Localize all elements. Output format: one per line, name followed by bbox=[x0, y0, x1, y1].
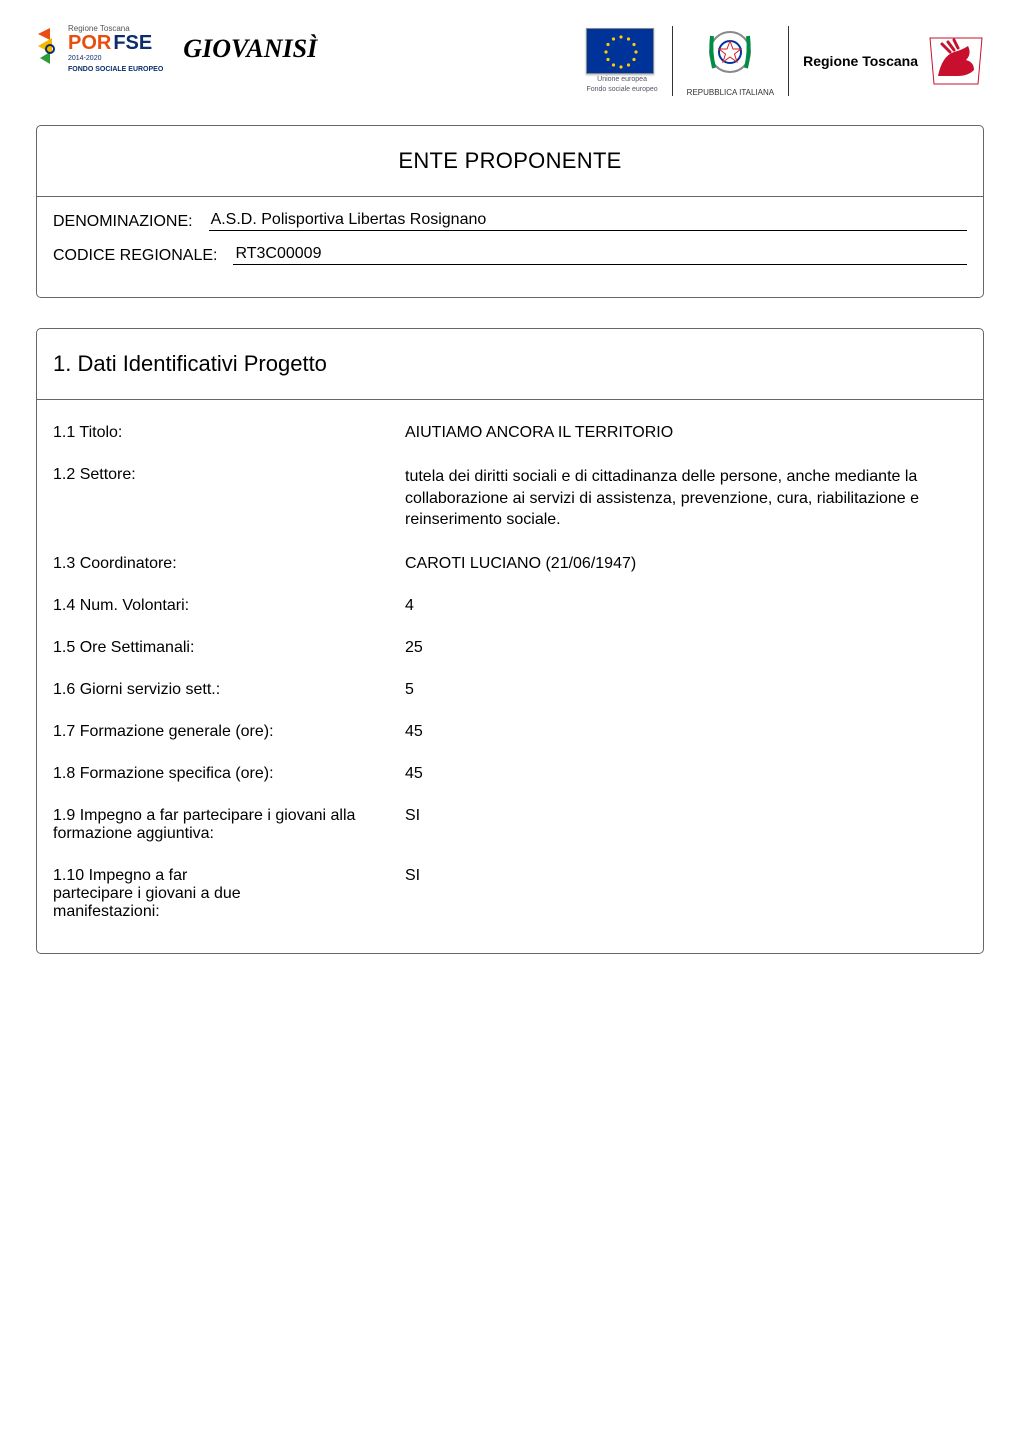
row-giorni-servizio: 1.6 Giorni servizio sett.: 5 bbox=[53, 669, 967, 711]
eu-flag-icon bbox=[586, 28, 654, 74]
logo-divider bbox=[672, 26, 673, 96]
ente-proponente-body: DENOMINAZIONE: A.S.D. Polisportiva Liber… bbox=[37, 197, 983, 297]
field-codice-regionale: CODICE REGIONALE: RT3C00009 bbox=[53, 245, 967, 265]
dati-progetto-body: 1.1 Titolo: AIUTIAMO ANCORA IL TERRITORI… bbox=[37, 400, 983, 953]
label-ore-settimanali: 1.5 Ore Settimanali: bbox=[53, 639, 405, 657]
porfse-fse: FSE bbox=[113, 33, 152, 53]
giovanisi-logo: GIOVANISÌ bbox=[183, 34, 317, 64]
eu-sub1: Unione europea bbox=[586, 76, 657, 84]
label-formazione-specifica: 1.8 Formazione specifica (ore): bbox=[53, 765, 405, 783]
ente-proponente-title: ENTE PROPONENTE bbox=[37, 126, 983, 197]
ente-proponente-panel: ENTE PROPONENTE DENOMINAZIONE: A.S.D. Po… bbox=[36, 125, 984, 298]
label-titolo: 1.1 Titolo: bbox=[53, 424, 405, 442]
field-label-denominazione: DENOMINAZIONE: bbox=[53, 213, 193, 231]
porfse-fondo: FONDO SOCIALE EUROPEO bbox=[68, 66, 163, 73]
label-volontari: 1.4 Num. Volontari: bbox=[53, 597, 405, 615]
italy-emblem-block: REPUBBLICA ITALIANA bbox=[687, 24, 774, 97]
porfse-years: 2014-2020 bbox=[68, 55, 163, 62]
value-formazione-generale: 45 bbox=[405, 723, 967, 741]
field-value-denominazione: A.S.D. Polisportiva Libertas Rosignano bbox=[209, 211, 967, 231]
logo-right-group: Unione europea Fondo sociale europeo REP… bbox=[586, 24, 984, 97]
field-value-codice: RT3C00009 bbox=[233, 245, 967, 265]
row-settore: 1.2 Settore: tutela dei diritti sociali … bbox=[53, 454, 967, 543]
regione-toscana-block: Regione Toscana bbox=[803, 36, 984, 86]
value-titolo: AIUTIAMO ANCORA IL TERRITORIO bbox=[405, 424, 967, 442]
value-ore-settimanali: 25 bbox=[405, 639, 967, 657]
dati-progetto-title: 1. Dati Identificativi Progetto bbox=[37, 329, 983, 400]
logo-divider-2 bbox=[788, 26, 789, 96]
field-denominazione: DENOMINAZIONE: A.S.D. Polisportiva Liber… bbox=[53, 211, 967, 231]
page: Regione Toscana POR FSE 2014-2020 FONDO … bbox=[0, 0, 1020, 1024]
value-formazione-specifica: 45 bbox=[405, 765, 967, 783]
regione-toscana-text: Regione Toscana bbox=[803, 53, 918, 69]
logo-left-group: Regione Toscana POR FSE 2014-2020 FONDO … bbox=[36, 24, 317, 74]
eu-logo-block: Unione europea Fondo sociale europeo bbox=[586, 28, 657, 93]
row-coordinatore: 1.3 Coordinatore: CAROTI LUCIANO (21/06/… bbox=[53, 543, 967, 585]
logo-row: Regione Toscana POR FSE 2014-2020 FONDO … bbox=[36, 24, 984, 97]
label-impegno-manifestazioni: 1.10 Impegno a far partecipare i giovani… bbox=[53, 867, 405, 921]
label-coordinatore: 1.3 Coordinatore: bbox=[53, 555, 405, 573]
value-coordinatore: CAROTI LUCIANO (21/06/1947) bbox=[405, 555, 967, 573]
porfse-logo: Regione Toscana POR FSE 2014-2020 FONDO … bbox=[36, 24, 163, 74]
dati-progetto-panel: 1. Dati Identificativi Progetto 1.1 Tito… bbox=[36, 328, 984, 954]
italy-sub: REPUBBLICA ITALIANA bbox=[687, 88, 774, 97]
row-impegno-formazione: 1.9 Impegno a far partecipare i giovani … bbox=[53, 795, 967, 855]
row-impegno-manifestazioni: 1.10 Impegno a far partecipare i giovani… bbox=[53, 855, 967, 933]
value-impegno-manifestazioni: SI bbox=[405, 867, 967, 921]
porfse-por: POR bbox=[68, 33, 111, 53]
row-formazione-specifica: 1.8 Formazione specifica (ore): 45 bbox=[53, 753, 967, 795]
porfse-text-block: Regione Toscana POR FSE 2014-2020 FONDO … bbox=[68, 25, 163, 73]
eu-sub2: Fondo sociale europeo bbox=[586, 86, 657, 94]
value-impegno-formazione: SI bbox=[405, 807, 967, 843]
value-volontari: 4 bbox=[405, 597, 967, 615]
row-formazione-generale: 1.7 Formazione generale (ore): 45 bbox=[53, 711, 967, 753]
label-settore: 1.2 Settore: bbox=[53, 466, 405, 531]
field-label-codice: CODICE REGIONALE: bbox=[53, 247, 217, 265]
label-giorni-servizio: 1.6 Giorni servizio sett.: bbox=[53, 681, 405, 699]
value-settore: tutela dei diritti sociali e di cittadin… bbox=[405, 466, 967, 531]
row-ore-settimanali: 1.5 Ore Settimanali: 25 bbox=[53, 627, 967, 669]
row-volontari: 1.4 Num. Volontari: 4 bbox=[53, 585, 967, 627]
row-titolo: 1.1 Titolo: AIUTIAMO ANCORA IL TERRITORI… bbox=[53, 412, 967, 454]
porfse-arrows-icon bbox=[36, 24, 64, 74]
value-giorni-servizio: 5 bbox=[405, 681, 967, 699]
label-formazione-generale: 1.7 Formazione generale (ore): bbox=[53, 723, 405, 741]
italy-emblem-icon bbox=[702, 24, 758, 80]
pegasus-icon bbox=[928, 36, 984, 86]
label-impegno-formazione: 1.9 Impegno a far partecipare i giovani … bbox=[53, 807, 405, 843]
